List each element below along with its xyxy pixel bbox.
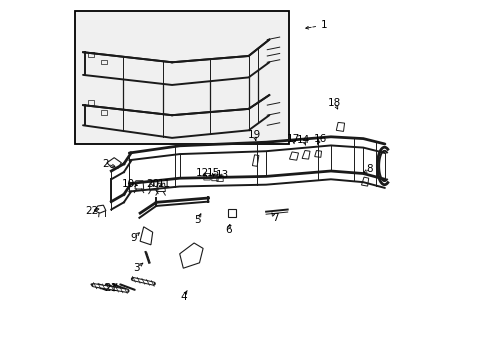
Bar <box>101 60 106 64</box>
Text: 13: 13 <box>216 170 229 180</box>
Bar <box>88 100 94 105</box>
Text: 8: 8 <box>366 164 372 174</box>
Text: 16: 16 <box>313 134 326 144</box>
Text: 9: 9 <box>130 233 137 243</box>
Text: 12: 12 <box>195 168 208 178</box>
Text: 11: 11 <box>158 179 171 189</box>
Text: 18: 18 <box>327 98 341 108</box>
Bar <box>75 11 289 144</box>
Text: 1: 1 <box>320 20 326 30</box>
Text: 15: 15 <box>207 168 220 178</box>
Text: 21: 21 <box>104 283 117 293</box>
Text: 20: 20 <box>146 179 159 189</box>
Text: 2: 2 <box>102 159 109 169</box>
Bar <box>228 209 236 217</box>
Text: 19: 19 <box>247 130 261 140</box>
Bar <box>101 110 106 115</box>
Text: 17: 17 <box>286 134 299 144</box>
Text: 14: 14 <box>297 135 310 145</box>
Text: 22: 22 <box>85 206 98 216</box>
Text: 5: 5 <box>194 215 201 225</box>
Text: 10: 10 <box>122 179 135 189</box>
Bar <box>88 52 94 57</box>
Text: 4: 4 <box>180 292 186 302</box>
Text: 7: 7 <box>271 213 278 223</box>
Text: 6: 6 <box>224 225 231 235</box>
Text: 3: 3 <box>133 263 140 273</box>
